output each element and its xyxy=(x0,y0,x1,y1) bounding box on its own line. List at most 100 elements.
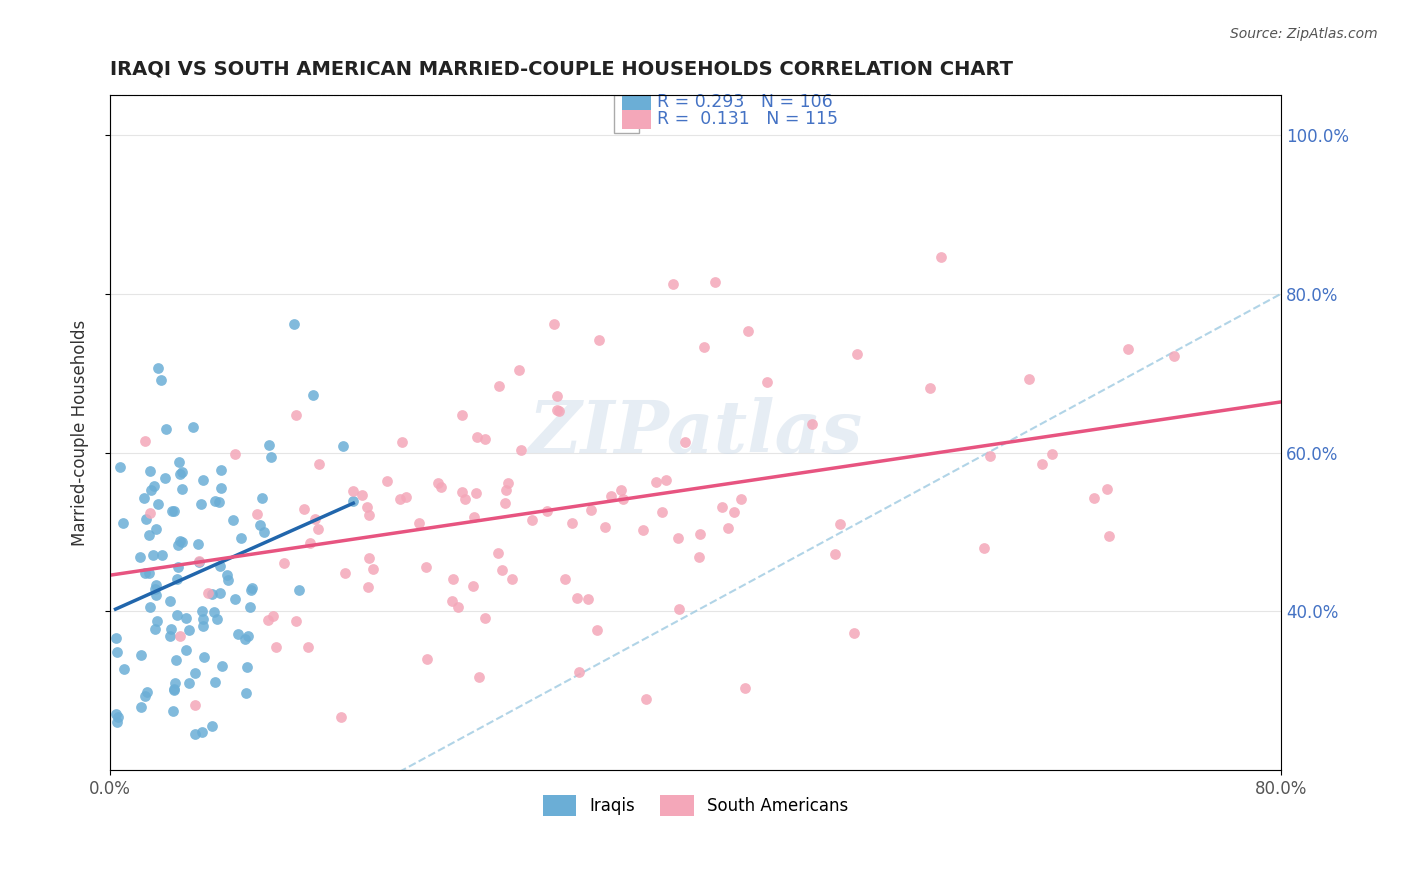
Point xyxy=(264,640,287,654)
Point xyxy=(920,381,942,395)
Point xyxy=(193,612,215,626)
Point xyxy=(110,459,132,474)
Point xyxy=(395,490,418,504)
Point xyxy=(104,707,127,722)
Point xyxy=(973,541,995,556)
Text: R = 0.293   N = 106: R = 0.293 N = 106 xyxy=(657,93,832,112)
Point xyxy=(142,548,165,562)
Point xyxy=(169,533,191,548)
Point xyxy=(166,560,188,574)
Point xyxy=(150,548,173,562)
Point xyxy=(162,704,184,718)
Point xyxy=(546,402,568,417)
Point xyxy=(661,277,683,291)
Point xyxy=(235,660,257,674)
Point xyxy=(717,521,740,535)
Point xyxy=(554,572,576,586)
Point xyxy=(160,623,183,637)
Point xyxy=(408,516,430,530)
Point xyxy=(356,500,378,514)
Point xyxy=(824,547,846,561)
Point xyxy=(191,603,214,617)
Point xyxy=(208,494,231,508)
Point xyxy=(134,689,156,703)
Point xyxy=(209,481,232,495)
Point xyxy=(273,556,295,570)
Point xyxy=(451,484,474,499)
Point xyxy=(167,455,190,469)
Point xyxy=(510,443,533,458)
Point xyxy=(307,522,329,536)
Point xyxy=(723,506,745,520)
Point xyxy=(668,602,690,616)
Point xyxy=(501,572,523,586)
Point xyxy=(222,513,245,527)
Point xyxy=(143,582,166,596)
FancyBboxPatch shape xyxy=(621,111,651,129)
Point xyxy=(146,497,169,511)
Point xyxy=(495,483,517,497)
Point xyxy=(153,471,176,485)
Point xyxy=(104,632,127,646)
Point xyxy=(585,624,607,638)
Point xyxy=(197,586,219,600)
Point xyxy=(143,623,166,637)
Point xyxy=(187,537,209,551)
Text: IRAQI VS SOUTH AMERICAN MARRIED-COUPLE HOUSEHOLDS CORRELATION CHART: IRAQI VS SOUTH AMERICAN MARRIED-COUPLE H… xyxy=(110,60,1014,78)
Point xyxy=(342,494,364,508)
Point xyxy=(737,324,759,338)
Point xyxy=(204,674,226,689)
Point xyxy=(474,432,496,446)
Point xyxy=(177,624,200,638)
Point xyxy=(508,362,530,376)
Point xyxy=(631,523,654,537)
Point xyxy=(184,726,207,740)
Point xyxy=(543,317,565,331)
Point xyxy=(166,572,188,586)
Point xyxy=(491,563,513,577)
Point xyxy=(655,473,678,487)
Point xyxy=(463,579,485,593)
Point xyxy=(415,560,437,574)
Point xyxy=(1083,491,1105,506)
Point xyxy=(209,558,232,573)
Point xyxy=(391,434,413,449)
Point xyxy=(145,522,167,536)
Point xyxy=(142,479,165,493)
Point xyxy=(288,583,311,598)
Point xyxy=(730,491,752,506)
Point xyxy=(298,536,321,550)
Point xyxy=(292,502,315,516)
Point xyxy=(160,504,183,518)
Point xyxy=(174,643,197,657)
Point xyxy=(329,710,352,724)
Point xyxy=(332,439,354,453)
Point xyxy=(579,502,602,516)
Point xyxy=(139,599,162,614)
Point xyxy=(488,379,510,393)
Text: Source: ZipAtlas.com: Source: ZipAtlas.com xyxy=(1230,27,1378,41)
Point xyxy=(468,670,491,684)
Point xyxy=(1163,349,1185,363)
Text: ZIPatlas: ZIPatlas xyxy=(529,397,862,468)
Legend: Iraqis, South Americans: Iraqis, South Americans xyxy=(536,789,855,822)
Point xyxy=(352,488,374,502)
Point xyxy=(236,629,259,643)
Point xyxy=(246,507,269,521)
Point xyxy=(250,491,273,505)
Point xyxy=(703,275,725,289)
Point xyxy=(666,531,689,545)
Point xyxy=(163,683,186,698)
Point xyxy=(610,483,633,497)
Point xyxy=(283,317,305,331)
Point xyxy=(165,653,187,667)
Point xyxy=(215,568,238,582)
Point xyxy=(105,714,128,729)
Point xyxy=(240,581,263,595)
Point xyxy=(201,719,224,733)
Point xyxy=(229,532,252,546)
Point xyxy=(565,591,588,605)
Point xyxy=(440,594,463,608)
Point xyxy=(191,473,214,487)
Point xyxy=(159,594,181,608)
